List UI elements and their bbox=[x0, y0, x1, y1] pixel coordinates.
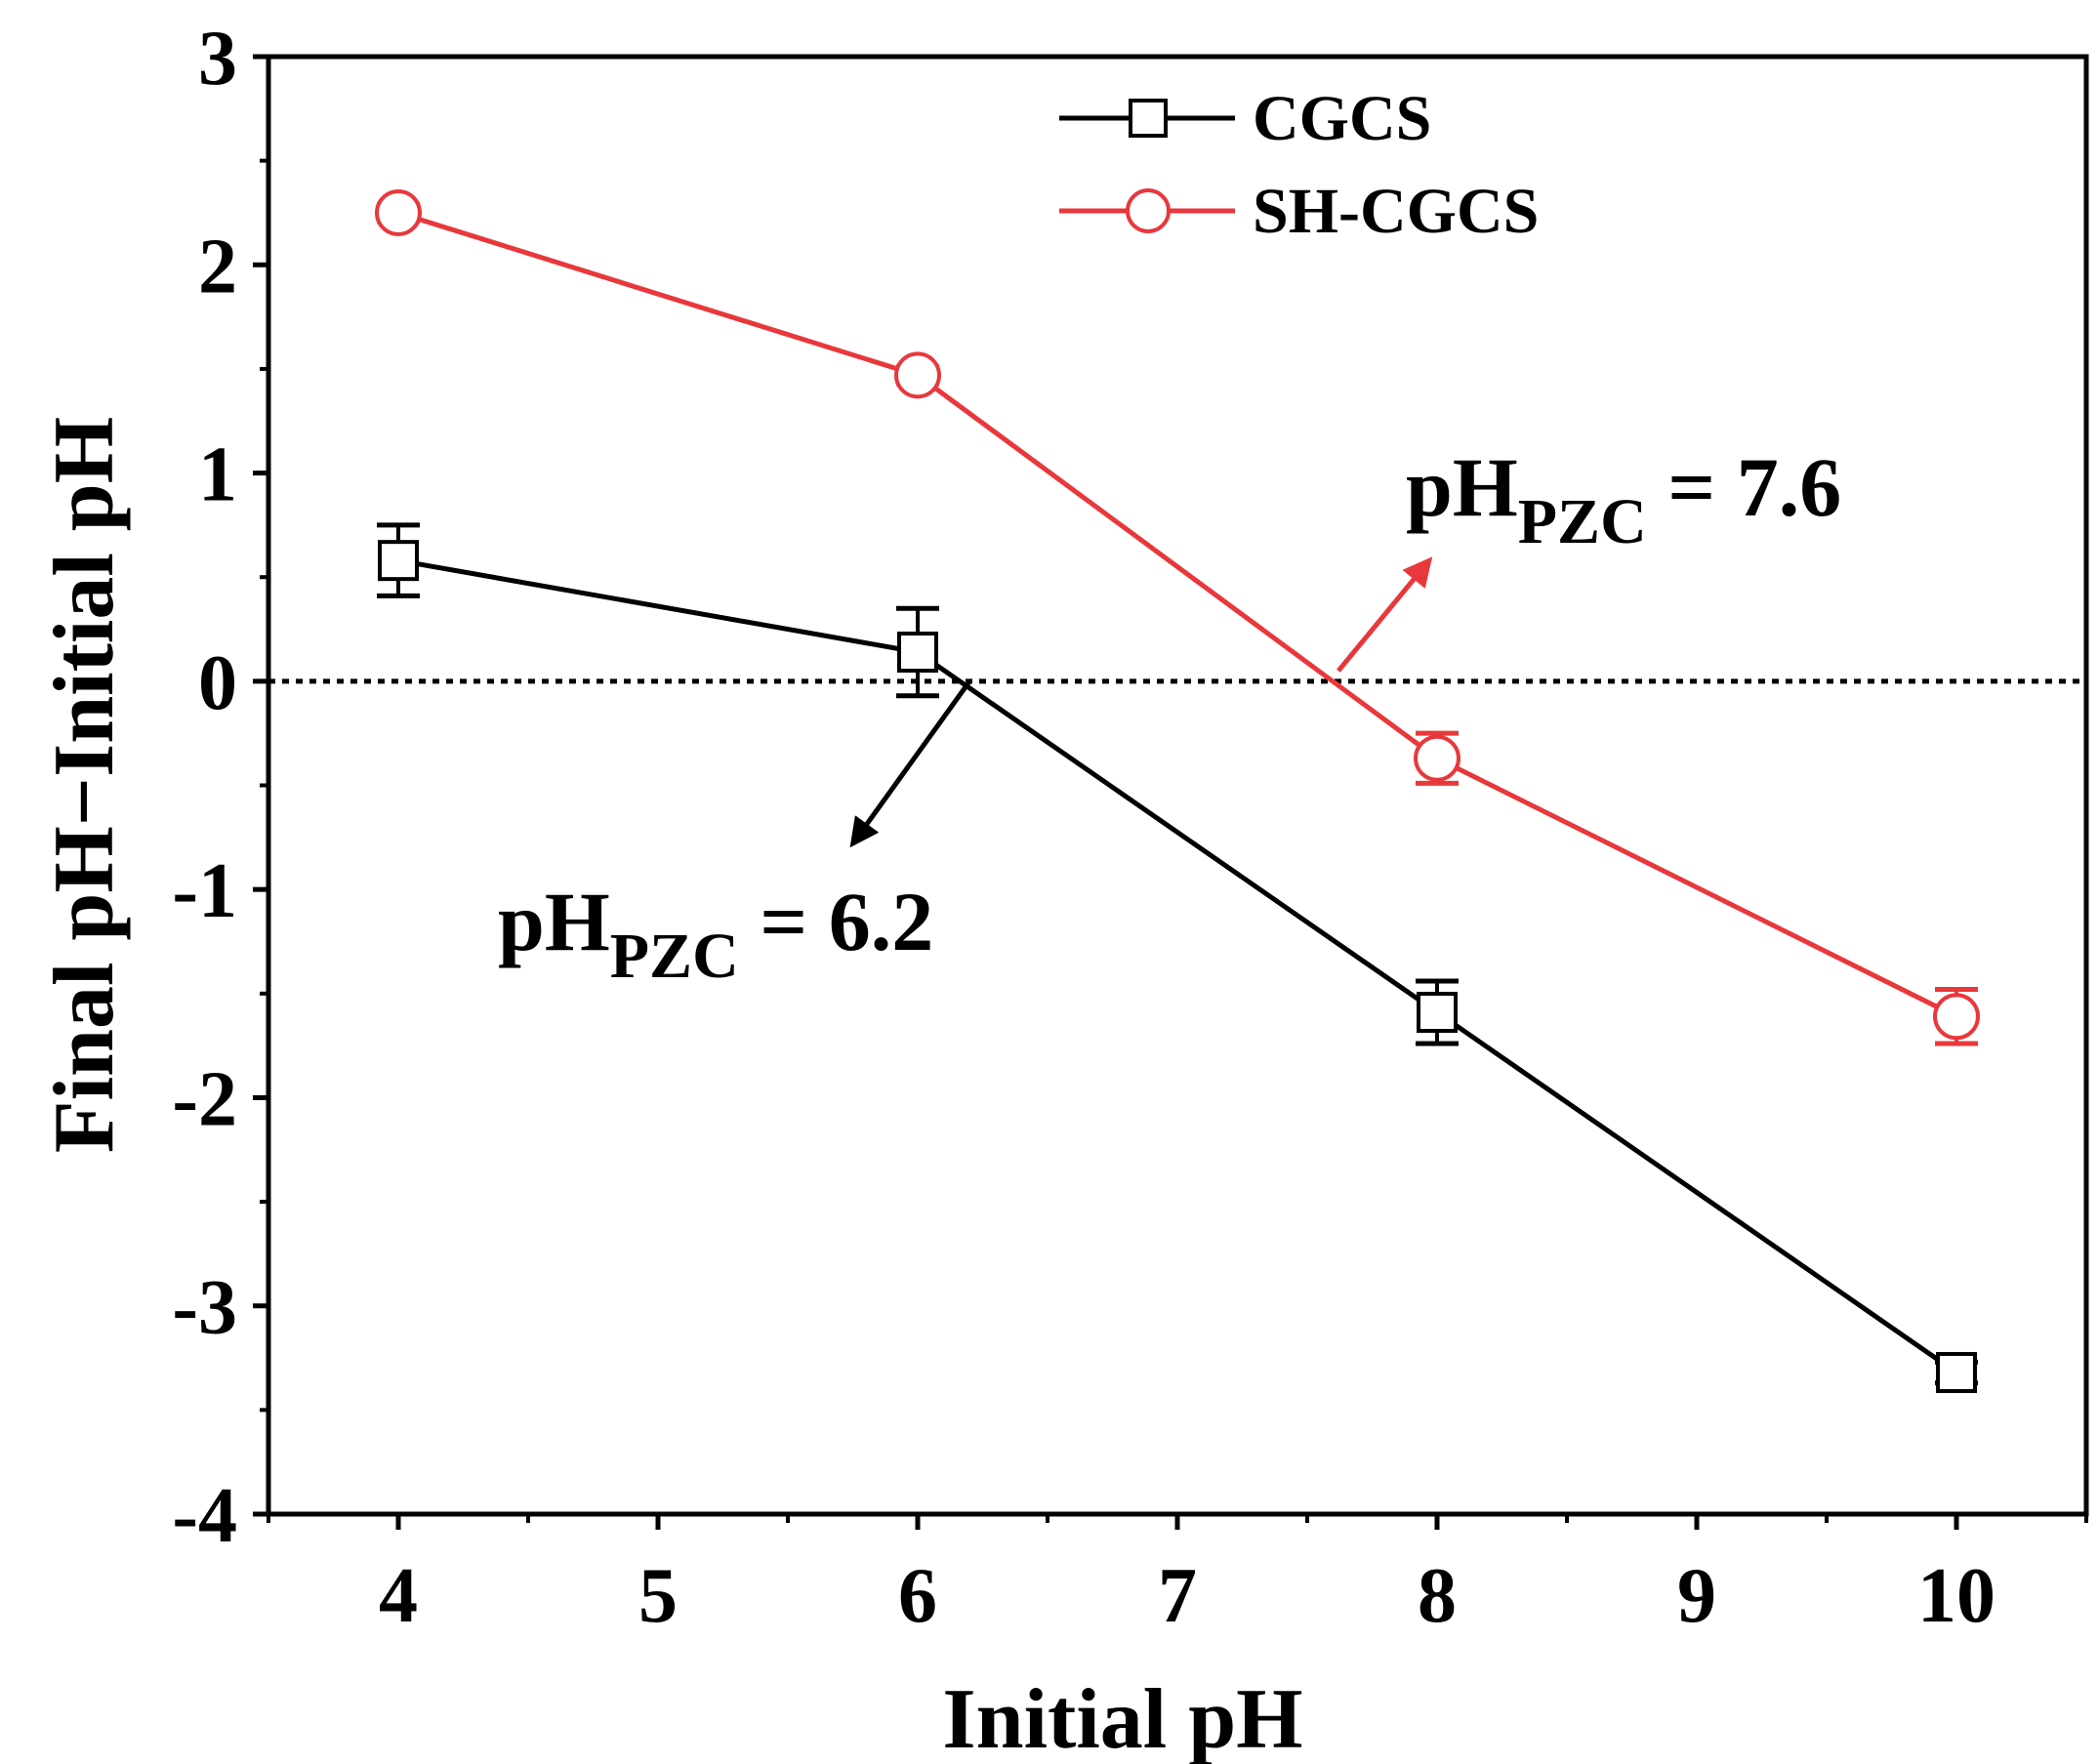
legend-label-sh-cgcs: SH-CGCS bbox=[1253, 176, 1539, 247]
legend-marker-cgcs bbox=[1129, 99, 1168, 138]
x-tick-label-10: 10 bbox=[1917, 1553, 1995, 1639]
data-point-sh-cgcs bbox=[894, 351, 941, 399]
y-tick-label--2: -2 bbox=[172, 1056, 237, 1142]
legend-marker-sh-cgcs bbox=[1126, 188, 1171, 233]
x-tick-label-5: 5 bbox=[638, 1553, 678, 1639]
data-point-sh-cgcs bbox=[1933, 993, 1980, 1041]
annotation-main: pH bbox=[1406, 440, 1518, 534]
annotation-main: pH bbox=[498, 875, 610, 968]
y-tick-label-0: 0 bbox=[198, 640, 237, 726]
annotation-pzc-1: pHPZC = 6.2 bbox=[498, 875, 933, 992]
data-point-sh-cgcs bbox=[375, 188, 422, 236]
legend: CGCS SH-CGCS bbox=[1059, 83, 1539, 247]
data-point-cgcs bbox=[1417, 991, 1458, 1033]
x-tick-label-4: 4 bbox=[379, 1553, 418, 1639]
x-axis-title: Initial pH bbox=[942, 1672, 1302, 1764]
annotation-subscript: PZC bbox=[610, 921, 739, 992]
annotation-pzc-2: pHPZC = 7.6 bbox=[1406, 440, 1841, 557]
plot-area bbox=[266, 54, 2089, 1517]
series-line-sh-cgcs bbox=[397, 210, 1958, 1019]
x-tick-label-7: 7 bbox=[1158, 1553, 1197, 1639]
annotation-value: = 6.2 bbox=[739, 875, 934, 968]
x-tick-label-8: 8 bbox=[1418, 1553, 1457, 1639]
annotation-subscript: PZC bbox=[1518, 486, 1647, 557]
x-tick-label-9: 9 bbox=[1677, 1553, 1716, 1639]
y-tick-label-1: 1 bbox=[198, 432, 237, 518]
y-tick-label--4: -4 bbox=[172, 1473, 237, 1559]
annotation-value: = 7.6 bbox=[1647, 440, 1842, 534]
annotation-arrow-2 bbox=[1336, 556, 1433, 673]
legend-label-cgcs: CGCS bbox=[1253, 83, 1431, 154]
x-tick-label-6: 6 bbox=[898, 1553, 937, 1639]
y-tick-label--3: -3 bbox=[172, 1265, 237, 1351]
series-line-cgcs bbox=[397, 557, 1958, 1375]
data-point-sh-cgcs bbox=[1414, 734, 1460, 782]
data-point-cgcs bbox=[378, 540, 419, 582]
y-tick-label-3: 3 bbox=[198, 16, 237, 102]
annotation-arrow-1 bbox=[849, 679, 972, 848]
data-point-cgcs bbox=[1936, 1351, 1977, 1393]
y-tick-label-2: 2 bbox=[198, 224, 237, 309]
y-tick-label--1: -1 bbox=[172, 848, 237, 934]
y-axis-title: Final pH−Initial pH bbox=[37, 417, 132, 1153]
data-point-cgcs bbox=[897, 631, 938, 673]
